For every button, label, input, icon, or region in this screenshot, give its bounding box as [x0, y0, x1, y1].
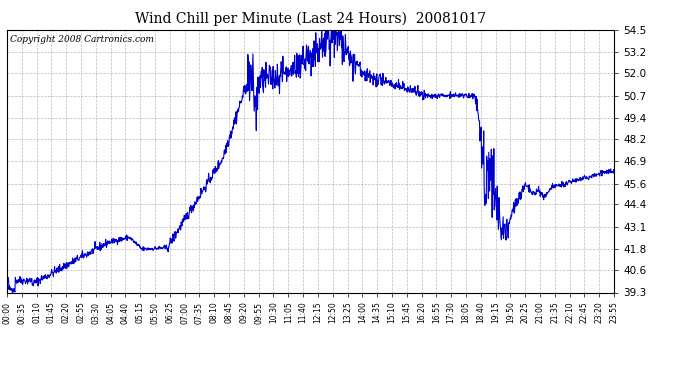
Text: Copyright 2008 Cartronics.com: Copyright 2008 Cartronics.com — [10, 35, 154, 44]
Text: Wind Chill per Minute (Last 24 Hours)  20081017: Wind Chill per Minute (Last 24 Hours) 20… — [135, 11, 486, 26]
